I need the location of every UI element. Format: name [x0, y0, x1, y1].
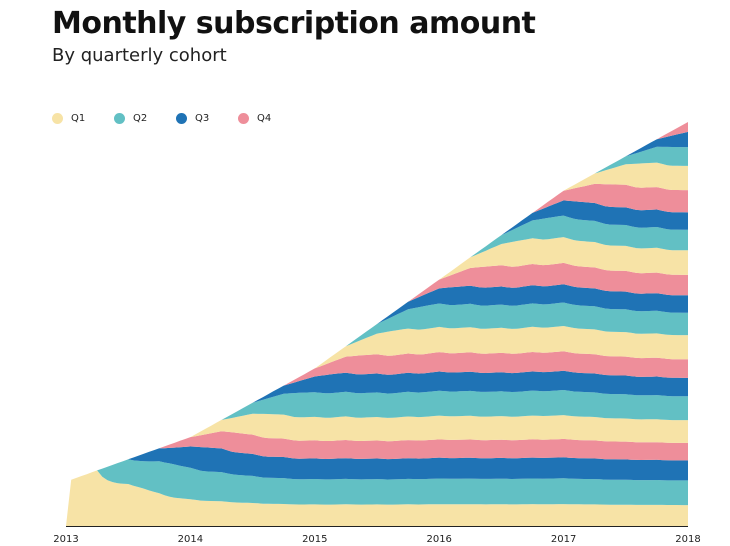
legend-item-q1: Q1: [52, 112, 114, 124]
x-tick-label-2015: 2015: [302, 534, 327, 545]
legend-label-q3: Q3: [195, 112, 210, 124]
x-tick-label-2016: 2016: [426, 534, 451, 545]
x-tick-label-2018: 2018: [675, 534, 700, 545]
cohort-area-3: [66, 446, 688, 526]
cohort-area-5: [66, 413, 688, 526]
x-tick-label-2017: 2017: [551, 534, 576, 545]
legend-swatch-q3: [176, 112, 187, 124]
legend-swatch-q1: [52, 112, 63, 124]
cohort-area-6: [66, 390, 688, 526]
legend-label-q2: Q2: [133, 112, 148, 124]
cohort-area-11: [66, 284, 688, 526]
cohort-area-4: [66, 431, 688, 526]
cohort-area-12: [66, 262, 688, 526]
cohort-area-10: [66, 302, 688, 526]
x-axis-ticks: 2013 2014 2015 2016 2017 2018: [53, 534, 700, 545]
cohort-area-2: [66, 459, 688, 526]
legend: Q1 Q2 Q3 Q4: [52, 110, 300, 126]
cohort-area-9: [66, 326, 688, 526]
legend-label-q1: Q1: [71, 112, 86, 124]
cohort-area-13: [66, 237, 688, 526]
legend-label-q4: Q4: [257, 112, 272, 124]
x-tick-label-2014: 2014: [178, 534, 203, 545]
x-tick-label-2013: 2013: [53, 534, 78, 545]
legend-item-q4: Q4: [238, 112, 300, 124]
legend-swatch-q4: [238, 112, 249, 124]
chart-subtitle: By quarterly cohort: [52, 45, 227, 66]
chart-title: Monthly subscription amount: [52, 6, 536, 41]
legend-item-q3: Q3: [176, 112, 238, 124]
cohort-area-7: [66, 370, 688, 526]
legend-item-q2: Q2: [114, 112, 176, 124]
legend-swatch-q2: [114, 112, 125, 124]
cohort-area-1: [66, 470, 688, 526]
cohort-area-8: [66, 351, 688, 526]
cohort-areas: [66, 122, 688, 527]
